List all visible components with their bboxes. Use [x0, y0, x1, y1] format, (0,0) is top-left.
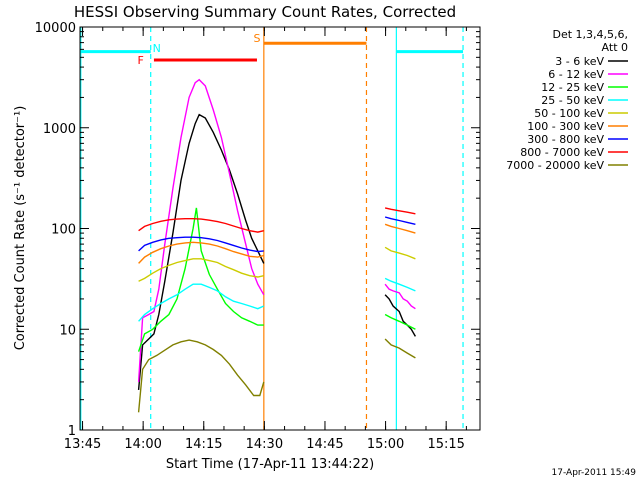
- legend-label: 25 - 50 keV: [541, 94, 604, 107]
- observing-markers: N S F: [80, 32, 464, 67]
- series-line-7: [138, 218, 264, 233]
- y-tick-label: 100: [51, 223, 76, 238]
- x-axis: 13:45 14:00 14:15 14:30 14:45 15:00 15:15: [64, 27, 467, 452]
- y-tick-label: 10000: [35, 21, 76, 36]
- x-tick-label: 15:00: [367, 437, 404, 452]
- legend-label: 100 - 300 keV: [527, 120, 604, 133]
- series-lines: [137, 78, 417, 413]
- flare-label: F: [137, 54, 143, 67]
- series-line-7: [384, 207, 416, 215]
- series-line-1: [137, 78, 265, 382]
- series-line-8: [384, 338, 416, 359]
- series-line-5: [384, 223, 416, 234]
- series-line-6: [384, 216, 416, 225]
- legend-label: 50 - 100 keV: [534, 107, 604, 120]
- series-line-3: [384, 277, 416, 292]
- chart-title: HESSI Observing Summary Count Rates, Cor…: [74, 3, 456, 21]
- x-tick-label: 15:15: [427, 437, 464, 452]
- legend-label: 12 - 25 keV: [541, 81, 604, 94]
- x-tick-label: 13:45: [64, 437, 101, 452]
- legend-header: Det 1,3,4,5,6,: [552, 28, 628, 41]
- series-line-4: [138, 258, 264, 282]
- series-line-5: [138, 241, 264, 264]
- x-tick-label: 14:30: [246, 437, 283, 452]
- legend-header: Att 0: [602, 41, 628, 54]
- legend-label: 7000 - 20000 keV: [506, 159, 604, 172]
- series-line-0: [384, 294, 417, 337]
- marker-vertical-lines: [80, 27, 464, 430]
- legend-label: 6 - 12 keV: [548, 68, 604, 81]
- y-tick-label: 1000: [43, 122, 76, 137]
- series-line-2: [384, 313, 416, 330]
- series-line-4: [384, 246, 416, 260]
- legend-label: 800 - 7000 keV: [520, 146, 604, 159]
- y-axis: 1 10 100 1000 10000: [35, 21, 480, 439]
- series-line-6: [138, 236, 264, 253]
- legend-label: 3 - 6 keV: [555, 55, 604, 68]
- series-line-0: [137, 113, 265, 390]
- x-tick-label: 14:00: [124, 437, 161, 452]
- y-tick-label: 1: [68, 424, 76, 439]
- x-tick-label: 14:45: [306, 437, 343, 452]
- x-tick-label: 14:15: [185, 437, 222, 452]
- legend-label: 300 - 800 keV: [527, 133, 604, 146]
- series-line-2: [137, 207, 264, 352]
- series-line-1: [384, 283, 416, 310]
- timestamp: 17-Apr-2011 15:49: [552, 468, 637, 478]
- night-label: N: [153, 42, 161, 55]
- x-axis-label: Start Time (17-Apr-11 13:44:22): [166, 457, 374, 472]
- saa-label: S: [253, 32, 260, 45]
- series-line-3: [138, 283, 265, 322]
- y-axis-label: Corrected Count Rate (s⁻¹ detector⁻¹): [13, 106, 28, 351]
- y-tick-label: 10: [59, 323, 76, 338]
- series-line-8: [137, 339, 265, 413]
